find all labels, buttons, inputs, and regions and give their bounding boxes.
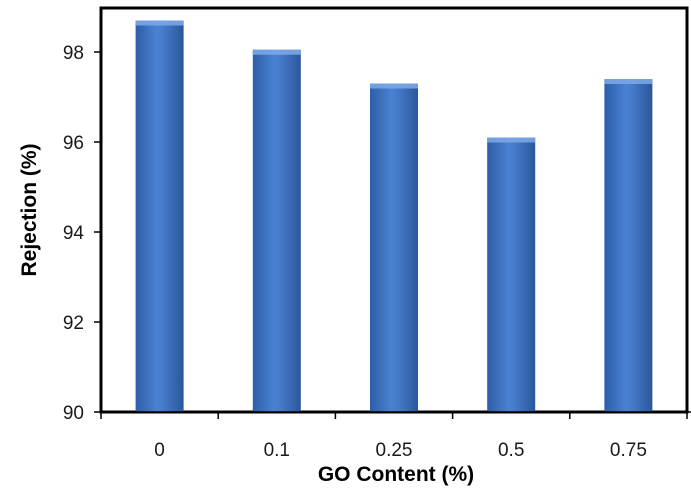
y-axis: 90 92 94 96 98: [63, 43, 101, 424]
x-tick-label: 0.5: [498, 440, 524, 461]
bar: [370, 83, 418, 412]
bar: [252, 49, 301, 412]
x-tick-label: 0.1: [264, 440, 290, 461]
x-tick-label: 0.25: [376, 440, 413, 461]
y-tick-label: 94: [63, 223, 85, 244]
bar: [604, 79, 653, 412]
y-tick-label: 92: [63, 313, 84, 334]
y-axis-title: Rejection (%): [18, 143, 41, 276]
y-tick-label: 96: [63, 133, 84, 154]
x-axis-title: GO Content (%): [318, 463, 474, 486]
y-tick-label: 98: [63, 43, 84, 64]
bar: [135, 20, 184, 412]
bar-series: [135, 20, 653, 412]
x-axis: 0 0.1 0.25 0.5 0.75: [100, 411, 691, 461]
bar: [487, 137, 536, 412]
y-tick-label: 90: [63, 403, 84, 424]
x-tick-label: 0: [154, 440, 165, 461]
x-tick-label: 0.75: [610, 440, 647, 461]
